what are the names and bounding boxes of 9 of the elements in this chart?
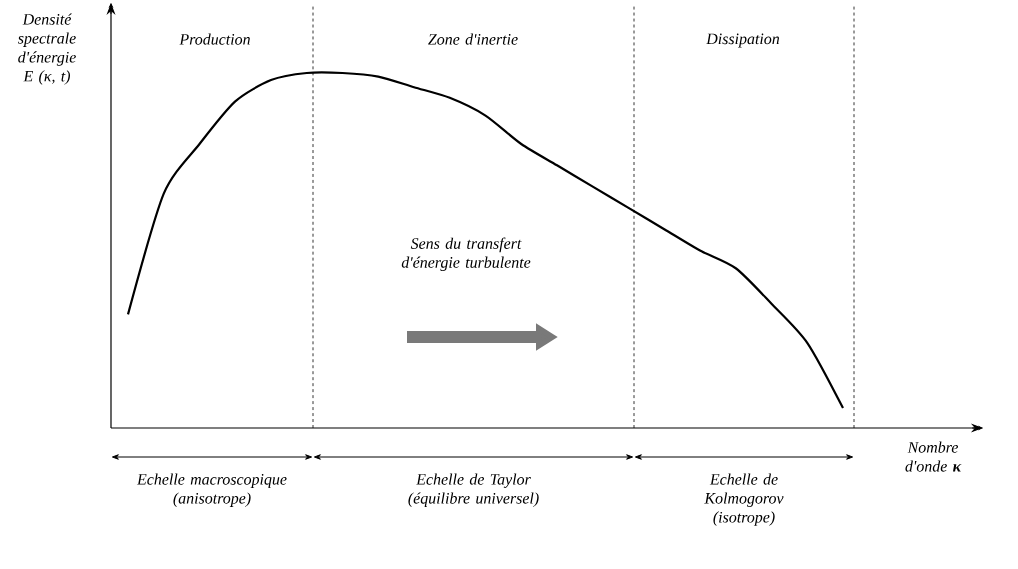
annotation: Sens du transfert d'énergie turbulente [401, 237, 531, 272]
text: Echelle de Kolmogorov (isotrope) [704, 473, 784, 526]
text: Echelle de Taylor (équilibre universel) [408, 473, 539, 507]
text: Dissipation [706, 33, 780, 48]
y-axis-title: Densité spectrale d'énergie E (κ, t) [17, 13, 76, 85]
text: Echelle macroscopique (anisotrope) [136, 473, 287, 507]
x-axis-title: Nombre d'onde κ [905, 441, 962, 472]
text: Zone d'inertie [428, 33, 518, 45]
text: Production [179, 33, 250, 45]
